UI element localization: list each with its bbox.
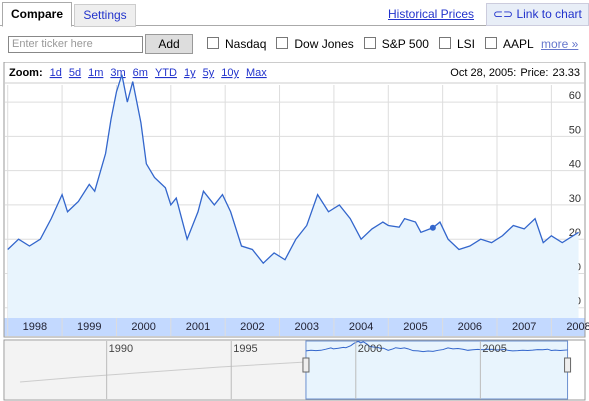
highlight-point	[429, 224, 436, 231]
compare-nasdaq[interactable]: Nasdaq	[207, 37, 266, 51]
label: Nasdaq	[225, 37, 267, 51]
y-tick-label: 50	[569, 124, 581, 136]
compare-dow[interactable]: Dow Jones	[276, 37, 354, 51]
label: Dow Jones	[294, 37, 354, 51]
label: S&P 500	[381, 37, 429, 51]
more-link[interactable]: more »	[541, 37, 579, 51]
x-tick-label: 1998	[23, 321, 47, 333]
nav-tick-label: 2000	[358, 343, 382, 355]
zoom-label: Zoom:	[9, 67, 43, 79]
zoom-option[interactable]: YTD	[155, 67, 177, 79]
zoom-bar: Zoom: 1d 5d 1m 3m 6m YTD 1y 5y 10y Max	[9, 67, 267, 79]
nav-tick-label: 2005	[482, 343, 506, 355]
nav-line	[305, 340, 568, 353]
x-tick-label: 2008	[566, 321, 589, 333]
compare-aapl[interactable]: AAPL	[484, 37, 534, 51]
x-tick-label: 2002	[240, 321, 264, 333]
compare-lsi[interactable]: LSI	[438, 37, 475, 51]
readout-date: Oct 28, 2005:	[450, 67, 516, 79]
zoom-option[interactable]: 5y	[203, 67, 215, 79]
y-tick-label: 60	[569, 90, 581, 102]
area	[7, 74, 579, 319]
x-tick-label: 2007	[512, 321, 536, 333]
x-tick-label: 2003	[294, 321, 318, 333]
y-tick-label: 40	[569, 159, 581, 171]
nav-tick-label: 1990	[109, 343, 133, 355]
price-readout: Oct 28, 2005: Price: 23.33	[450, 67, 580, 79]
add-button[interactable]: Add	[145, 34, 193, 54]
compare-sp[interactable]: S&P 500	[363, 37, 429, 51]
link-to-chart[interactable]: ⊂⊃ Link to chart	[486, 3, 589, 26]
zoom-option[interactable]: 1d	[50, 67, 62, 79]
zoom-option[interactable]: 3m	[110, 67, 125, 79]
zoom-option[interactable]: Max	[246, 67, 267, 79]
x-tick-label: 1999	[77, 321, 101, 333]
link-to-chart-text: Link to chart	[516, 7, 582, 21]
ticker-input[interactable]: Enter ticker here	[8, 36, 143, 53]
label: LSI	[456, 37, 475, 51]
nav-tick-label: 1995	[233, 343, 257, 355]
year-band	[4, 318, 585, 336]
price-line	[7, 74, 579, 265]
nav-history	[19, 361, 306, 383]
x-tick-label: 2000	[131, 321, 155, 333]
zoom-option[interactable]: 6m	[133, 67, 148, 79]
historical-link[interactable]: Historical Prices	[388, 7, 475, 21]
x-tick-label: 2005	[403, 321, 427, 333]
readout-label: Price:	[520, 67, 548, 79]
zoom-option[interactable]: 5d	[69, 67, 81, 79]
y-tick-label: 30	[569, 193, 581, 205]
nav-window	[305, 340, 569, 400]
x-tick-label: 2004	[349, 321, 373, 333]
nav-handle[interactable]	[302, 357, 310, 373]
tab-settings[interactable]: Settings	[74, 4, 136, 27]
zoom-option[interactable]: 1y	[184, 67, 196, 79]
x-tick-label: 2006	[458, 321, 482, 333]
chart: Zoom: 1d 5d 1m 3m 6m YTD 1y 5y 10y Max Oct 28, 2005…	[3, 62, 589, 401]
compare-list: Nasdaq Dow Jones S&P 500 LSI AAPL	[207, 37, 534, 51]
label: AAPL	[502, 37, 534, 51]
readout-value: 23.33	[552, 67, 580, 79]
tab-rule	[0, 25, 589, 26]
zoom-option[interactable]: 1m	[88, 67, 103, 79]
zoom-option[interactable]: 10y	[221, 67, 239, 79]
tab-compare[interactable]: Compare	[2, 2, 72, 27]
x-tick-label: 2001	[186, 321, 210, 333]
nav-handle[interactable]	[564, 357, 572, 373]
nav-dim	[5, 341, 306, 399]
